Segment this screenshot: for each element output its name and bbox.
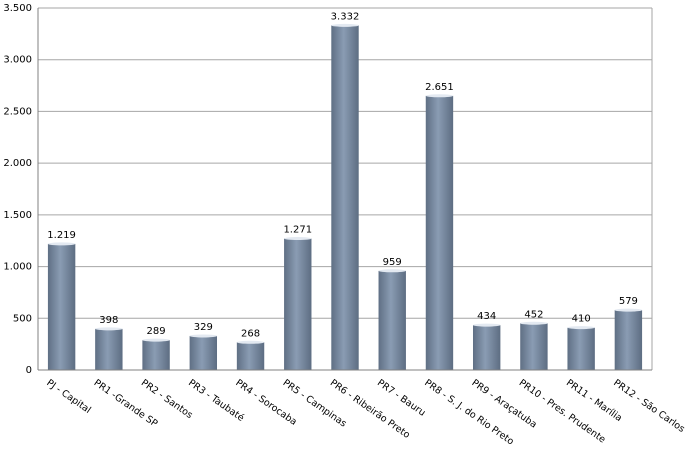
bar xyxy=(236,342,265,370)
bar xyxy=(425,95,454,371)
y-tick-label: 1.500 xyxy=(3,210,32,221)
y-tick-label: 0 xyxy=(26,365,32,376)
bar xyxy=(47,243,76,370)
value-label: 1.271 xyxy=(283,225,312,236)
bar xyxy=(614,310,643,370)
y-tick-label: 2.000 xyxy=(3,158,32,169)
y-tick-label: 1.000 xyxy=(3,262,32,273)
bar-top xyxy=(142,338,170,342)
bar-top xyxy=(284,237,312,241)
bar-top xyxy=(425,94,454,98)
value-label: 3.332 xyxy=(331,11,360,22)
bar-top xyxy=(378,269,406,273)
bar-top xyxy=(614,308,643,312)
value-label: 2.651 xyxy=(425,82,454,93)
value-label: 1.219 xyxy=(47,230,76,241)
value-label: 329 xyxy=(194,322,213,333)
value-label: 434 xyxy=(477,311,496,322)
x-tick-label: PR12 - São Carlos xyxy=(611,377,686,434)
bar-top xyxy=(189,334,218,338)
value-label: 959 xyxy=(383,257,402,268)
bar-top xyxy=(472,323,501,327)
y-tick-label: 500 xyxy=(13,313,32,324)
bar xyxy=(142,340,170,370)
bar-top xyxy=(95,327,123,331)
value-label: 268 xyxy=(241,328,260,339)
bar xyxy=(520,323,548,370)
bar xyxy=(472,325,501,370)
x-tick-label: PR6 - Ribeirão Preto xyxy=(328,377,412,440)
bar-top xyxy=(567,326,595,330)
value-label: 289 xyxy=(147,326,166,337)
bar xyxy=(567,327,595,370)
bar xyxy=(189,335,218,370)
bar xyxy=(284,238,312,370)
x-tick-label: PJ - Capital xyxy=(44,377,92,415)
bar-top xyxy=(331,23,359,27)
y-tick-label: 3.000 xyxy=(3,55,32,66)
bar-top xyxy=(236,340,265,344)
bar xyxy=(331,25,359,370)
value-label: 398 xyxy=(99,315,118,326)
bar-top xyxy=(520,321,548,325)
x-tick-label: PR10 - Pres. Prudente xyxy=(517,377,608,445)
y-tick-label: 3.500 xyxy=(3,3,32,14)
x-tick-label: PR8 - S. J. do Rio Preto xyxy=(422,377,516,447)
y-tick-label: 2.500 xyxy=(3,106,32,117)
bar-top xyxy=(47,242,76,246)
value-label: 410 xyxy=(572,314,591,325)
bar xyxy=(378,270,406,370)
value-label: 452 xyxy=(524,309,543,320)
bar xyxy=(95,328,123,370)
value-label: 579 xyxy=(619,296,638,307)
